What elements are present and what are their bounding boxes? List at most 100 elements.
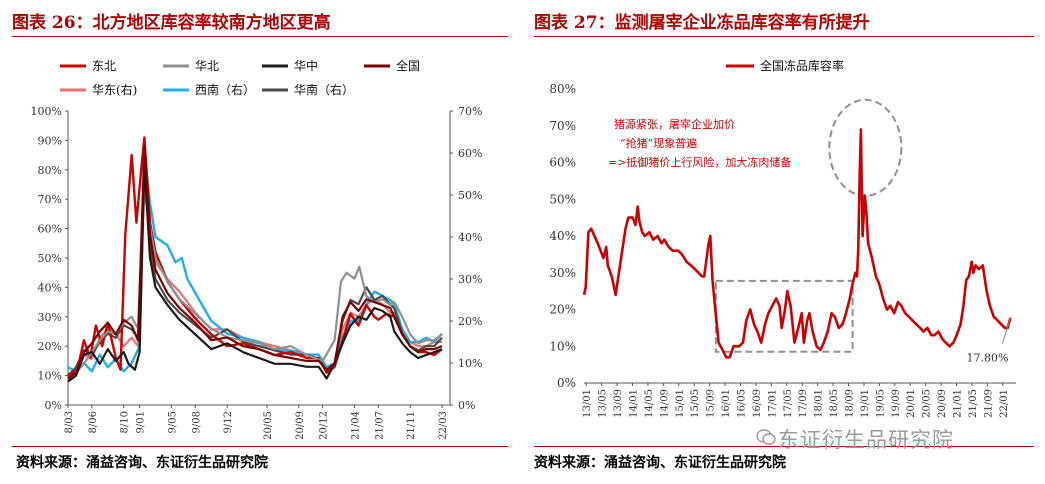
x-tick-label: 18/05 bbox=[829, 389, 840, 418]
y-tick-label: 80% bbox=[549, 82, 576, 96]
left-title-rule bbox=[12, 36, 508, 37]
x-tick-label: 19/01 bbox=[860, 389, 871, 418]
left-chart: 0% 10% 20% 30% 40% 50% 60% 70% 80% 90% 100% 0% 10% 20… bbox=[31, 58, 483, 440]
right-title-rule bbox=[534, 36, 1034, 37]
x-tick-label: 16/05 bbox=[737, 389, 748, 418]
x-tick-label: 9/08 bbox=[191, 411, 202, 433]
right-y-tick-label: 60% bbox=[458, 147, 482, 160]
right-y-tick-label: 0% bbox=[458, 399, 475, 412]
right-chart-panel: 图表 27：监测屠宰企业冻品库容率有所提升 0% 10% 20% 30% 40% 50% 6… bbox=[522, 0, 1045, 484]
right-y-tick-label: 70% bbox=[458, 105, 482, 118]
x-tick-label: 20/05 bbox=[922, 389, 933, 418]
legend-label-3: 全国 bbox=[396, 58, 420, 73]
legend-label-0: 东北 bbox=[92, 59, 116, 73]
highlight-ellipse bbox=[828, 98, 903, 197]
y-tick-label: 20% bbox=[549, 303, 576, 317]
series-line-6 bbox=[67, 168, 443, 377]
series-line-2 bbox=[67, 162, 443, 383]
x-tick-label: 14/09 bbox=[659, 389, 670, 418]
left-chart-panel: 图表 26：北方地区库容率较南方地区更高 0% 10% 20% 30% 40% 50% 60… bbox=[0, 0, 510, 484]
left-y-tick-label: 100% bbox=[31, 105, 62, 118]
legend-label-4: 华东(右) bbox=[92, 82, 137, 97]
x-tick-label: 8/03 bbox=[64, 411, 75, 433]
x-tick-label: 8/06 bbox=[88, 411, 99, 433]
left-y-tick-label: 10% bbox=[38, 370, 62, 383]
legend-label: 全国冻品库容率 bbox=[760, 58, 844, 73]
x-tick-label: 22/01 bbox=[999, 389, 1010, 418]
x-tick-label: 17/05 bbox=[783, 389, 794, 418]
right-figure-title: 图表 27：监测屠宰企业冻品库容率有所提升 bbox=[534, 13, 870, 33]
left-figure-title: 图表 26：北方地区库容率较南方地区更高 bbox=[12, 13, 331, 33]
x-tick-label: 14/01 bbox=[629, 389, 640, 418]
y-tick-label: 60% bbox=[549, 156, 576, 170]
series-line-3 bbox=[67, 145, 443, 380]
legend-label-1: 华北 bbox=[195, 59, 219, 73]
x-tick-label: 20/09 bbox=[295, 411, 306, 440]
x-tick-label: 21/04 bbox=[351, 411, 362, 440]
x-tick-label: 13/01 bbox=[582, 389, 593, 418]
x-tick-label: 18/01 bbox=[814, 389, 825, 418]
y-tick-label: 0% bbox=[557, 376, 576, 390]
x-tick-label: 21/01 bbox=[953, 389, 964, 418]
legend-label-5: 西南（右） bbox=[195, 82, 255, 97]
x-tick-label: 9/01 bbox=[136, 411, 147, 433]
annotation-line-1: “抢猪”现象普遍 bbox=[620, 136, 697, 150]
last-value-label: 17.80% bbox=[967, 352, 1009, 365]
x-tick-label: 21/07 bbox=[374, 411, 385, 440]
right-y-tick-label: 10% bbox=[458, 357, 482, 370]
x-tick-label: 9/05 bbox=[167, 411, 178, 433]
right-y-tick-label: 50% bbox=[458, 189, 482, 202]
annotation-line-0: 猪源紧张，屠宰企业加价 bbox=[614, 117, 735, 131]
right-source-rule bbox=[534, 446, 1034, 447]
y-tick-label: 50% bbox=[549, 192, 576, 206]
x-tick-label: 21/09 bbox=[983, 389, 994, 418]
annotation-line-2: =>抵御猪价上行风险，加大冻肉储备 bbox=[608, 155, 791, 169]
y-tick-label: 70% bbox=[549, 119, 576, 133]
x-tick-label: 19/05 bbox=[875, 389, 886, 418]
x-tick-label: 9/12 bbox=[223, 411, 234, 433]
y-tick-label: 40% bbox=[549, 229, 576, 243]
left-y-tick-label: 30% bbox=[38, 311, 62, 324]
right-chart: 0% 10% 20% 30% 40% 50% 60% 70% 80% 13/01 13/05 13/0… bbox=[549, 58, 1016, 418]
legend-label-2: 华中 bbox=[294, 58, 318, 73]
left-y-tick-label: 0% bbox=[45, 399, 62, 412]
x-tick-label: 18/09 bbox=[845, 389, 856, 418]
wechat-icon bbox=[756, 429, 776, 445]
y-tick-label: 30% bbox=[549, 266, 576, 280]
left-y-tick-label: 40% bbox=[38, 281, 62, 294]
right-source: 资料来源：涌益咨询、东证衍生品研究院 bbox=[534, 455, 786, 471]
left-y-tick-label: 50% bbox=[38, 252, 62, 265]
x-tick-label: 20/05 bbox=[263, 411, 274, 440]
x-tick-label: 15/09 bbox=[706, 389, 717, 418]
left-source: 资料来源：涌益咨询、东证衍生品研究院 bbox=[16, 455, 268, 471]
x-tick-label: 13/09 bbox=[613, 389, 624, 418]
x-tick-label: 19/09 bbox=[891, 389, 902, 418]
x-tick-label: 20/01 bbox=[906, 389, 917, 418]
left-source-rule bbox=[12, 446, 508, 447]
left-y-tick-label: 80% bbox=[38, 164, 62, 177]
right-y-tick-label: 30% bbox=[458, 273, 482, 286]
right-y-tick-label: 40% bbox=[458, 231, 482, 244]
legend-label-6: 华南（右） bbox=[294, 82, 354, 97]
last-value-leader bbox=[1001, 317, 1011, 344]
left-y-tick-label: 60% bbox=[38, 223, 62, 236]
x-tick-label: 21/05 bbox=[968, 389, 979, 418]
left-y-tick-label: 90% bbox=[38, 134, 62, 147]
x-tick-label: 15/01 bbox=[675, 389, 686, 418]
x-tick-label: 21/11 bbox=[406, 411, 417, 440]
x-tick-label: 16/09 bbox=[752, 389, 763, 418]
x-tick-label: 13/05 bbox=[598, 389, 609, 418]
series-line-5 bbox=[67, 151, 443, 373]
x-tick-label: 8/10 bbox=[120, 411, 131, 433]
watermark: 东证衍生品研究院 bbox=[778, 428, 954, 452]
left-y-tick-label: 20% bbox=[38, 340, 62, 353]
x-tick-label: 22/03 bbox=[438, 411, 449, 440]
series-line bbox=[582, 128, 1012, 359]
x-tick-label: 16/01 bbox=[721, 389, 732, 418]
x-tick-label: 14/05 bbox=[644, 389, 655, 418]
x-tick-label: 17/09 bbox=[798, 389, 809, 418]
left-y-tick-label: 70% bbox=[38, 193, 62, 206]
y-tick-label: 10% bbox=[549, 339, 576, 353]
x-tick-label: 20/09 bbox=[937, 389, 948, 418]
right-y-tick-label: 20% bbox=[458, 315, 482, 328]
